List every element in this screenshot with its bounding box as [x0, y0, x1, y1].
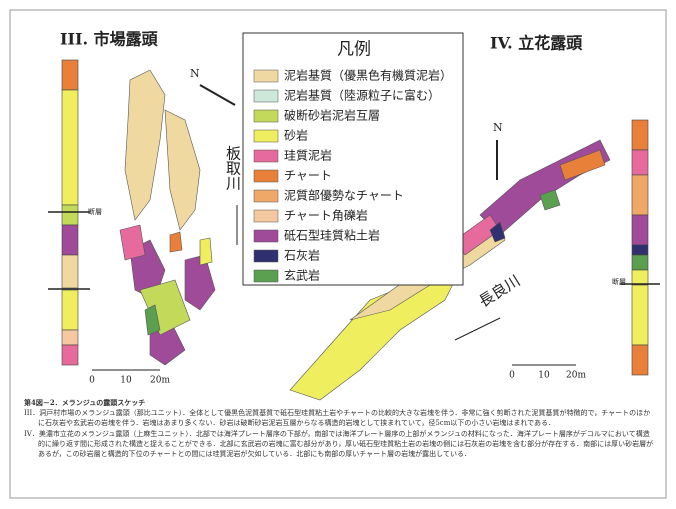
legend-label: チャート: [284, 169, 332, 183]
legend-swatch: [253, 269, 279, 283]
river-label: 板取川: [224, 145, 242, 191]
legend-swatch: [253, 169, 279, 183]
scale-label: 20m: [150, 376, 170, 386]
legend-label: 珪質泥岩: [284, 148, 332, 163]
column-unit: [61, 329, 79, 346]
legend-label: チャート角礫岩: [284, 208, 368, 223]
legend-label: 砂岩: [284, 128, 308, 143]
scale-label: 0: [89, 376, 95, 386]
column-unit: [61, 59, 79, 91]
scale-label: 20m: [566, 371, 586, 381]
legend-label: 玄武岩: [284, 268, 320, 283]
legend-swatch: [253, 209, 279, 223]
north-label: N: [493, 121, 503, 134]
rock-body: [119, 224, 146, 261]
right-title: IV. 立花露頭: [490, 34, 583, 53]
column-unit: [61, 204, 79, 226]
river-label: 長良川: [476, 272, 524, 311]
caption-paragraph: III．洞戸村市場のメランジュ露頭（那比ユニット）．全体として優黒色泥質基質で砥…: [24, 409, 651, 427]
column-unit: [631, 149, 649, 176]
column-unit: [631, 254, 649, 271]
column-unit: [631, 344, 649, 376]
scale-label: 10: [120, 376, 132, 386]
legend-title: 凡例: [337, 40, 371, 60]
column-unit: [631, 269, 649, 286]
north-label: N: [190, 67, 200, 80]
caption-paragraph: IV．美濃市立花のメランジュ露頭（上麻生ユニット）．北部では海洋プレート層序の下…: [24, 430, 654, 458]
scale-label: 0: [509, 371, 515, 381]
legend-label: 石灰岩: [284, 248, 320, 263]
legend-swatch: [253, 129, 279, 143]
rock-body: [539, 189, 561, 211]
rock-body: [559, 149, 606, 181]
legend-label: 泥質部優勢なチャート: [284, 188, 404, 203]
rock-body: [489, 221, 506, 243]
rock-body: [144, 304, 161, 336]
column-unit: [631, 174, 649, 216]
legend-box: [242, 32, 464, 286]
page-border: [9, 9, 667, 499]
legend-swatch: [253, 229, 279, 243]
rock-body: [164, 109, 201, 231]
column-unit: [61, 344, 79, 366]
rock-body: [199, 237, 213, 266]
north-arrow: [199, 84, 236, 106]
fault-label: 断層: [612, 277, 626, 286]
column-unit: [631, 119, 649, 151]
legend-swatch: [253, 89, 279, 103]
column-unit: [61, 224, 79, 256]
legend-swatch: [253, 149, 279, 163]
left-title: III. 市場露頭: [60, 30, 159, 49]
legend-label: 泥岩基質（陸源粒子に富む）: [284, 88, 440, 103]
fault-label: 断層: [88, 207, 102, 216]
column-unit: [631, 244, 649, 256]
column-unit: [61, 289, 79, 331]
legend-label: 破断砂岩泥岩互層: [284, 108, 380, 123]
river-arrow: [454, 317, 501, 341]
column-unit: [631, 284, 649, 346]
column-unit: [61, 89, 79, 206]
caption: 第4図－2．メランジュの露頭スケッチ III．洞戸村市場のメランジュ露頭（那比ユ…: [24, 398, 654, 460]
legend-swatch: [253, 189, 279, 203]
legend-label: 泥岩基質（優黒色有機質泥岩）: [284, 68, 452, 83]
rock-body: [169, 231, 183, 253]
rock-body: [124, 69, 166, 221]
column-unit: [61, 254, 79, 289]
rock-body: [289, 269, 461, 401]
column-unit: [631, 214, 649, 246]
legend-swatch: [253, 249, 279, 263]
legend-swatch: [253, 109, 279, 123]
legend-swatch: [253, 69, 279, 83]
scale-label: 10: [538, 371, 550, 381]
legend-label: 砥石型珪質粘土岩: [284, 228, 380, 243]
caption-title: 第4図－2．メランジュの露頭スケッチ: [24, 398, 146, 407]
